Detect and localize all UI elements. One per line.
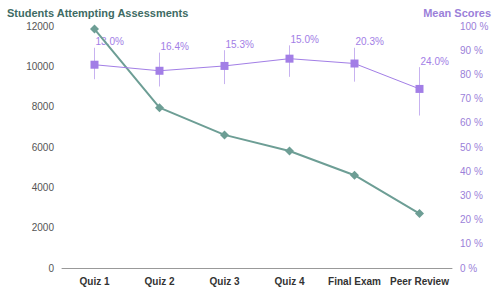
svg-text:Mean Scores: Mean Scores [423, 7, 491, 19]
svg-text:10000: 10000 [26, 61, 54, 72]
svg-text:16.4%: 16.4% [161, 41, 189, 52]
svg-text:24.0%: 24.0% [421, 56, 449, 67]
svg-text:4000: 4000 [32, 182, 55, 193]
svg-text:0: 0 [48, 263, 54, 274]
svg-text:15.3%: 15.3% [226, 39, 254, 50]
svg-text:40 %: 40 % [460, 166, 483, 177]
svg-text:15.0%: 15.0% [291, 34, 319, 45]
svg-text:50 %: 50 % [460, 142, 483, 153]
svg-text:0 %: 0 % [460, 263, 477, 274]
svg-text:Quiz 1: Quiz 1 [79, 276, 109, 287]
svg-text:2000: 2000 [32, 222, 55, 233]
svg-text:70 %: 70 % [460, 93, 483, 104]
svg-text:Quiz 3: Quiz 3 [209, 276, 239, 287]
svg-text:8000: 8000 [32, 101, 55, 112]
svg-text:20 %: 20 % [460, 214, 483, 225]
svg-text:30 %: 30 % [460, 190, 483, 201]
svg-text:Final Exam: Final Exam [328, 276, 381, 287]
svg-text:12000: 12000 [26, 21, 54, 32]
svg-text:Quiz 4: Quiz 4 [274, 276, 304, 287]
svg-text:80 %: 80 % [460, 69, 483, 80]
svg-text:20.3%: 20.3% [356, 36, 384, 47]
svg-text:100 %: 100 % [460, 21, 488, 32]
svg-text:Quiz 2: Quiz 2 [144, 276, 174, 287]
svg-text:Peer Review: Peer Review [390, 276, 449, 287]
svg-text:10 %: 10 % [460, 238, 483, 249]
svg-text:6000: 6000 [32, 142, 55, 153]
svg-text:60 %: 60 % [460, 117, 483, 128]
svg-text:Students Attempting Assessment: Students Attempting Assessments [7, 7, 188, 19]
svg-text:90 %: 90 % [460, 45, 483, 56]
svg-text:13.0%: 13.0% [96, 36, 124, 47]
